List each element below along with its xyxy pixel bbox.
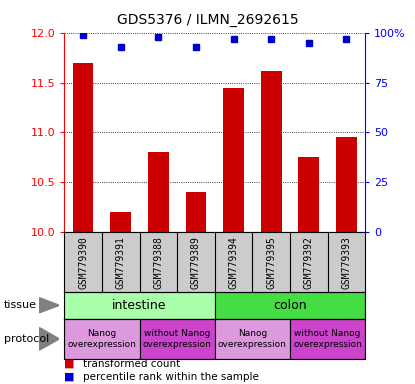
Text: colon: colon (273, 299, 307, 312)
Text: without Nanog
overexpression: without Nanog overexpression (143, 329, 212, 349)
Bar (261, 71, 281, 232)
Text: percentile rank within the sample: percentile rank within the sample (83, 372, 259, 382)
Text: protocol: protocol (4, 334, 49, 344)
Bar (290, 319, 365, 359)
Polygon shape (39, 298, 59, 313)
Text: tissue: tissue (4, 300, 37, 310)
Text: GSM779394: GSM779394 (229, 236, 239, 288)
Text: GSM779392: GSM779392 (304, 236, 314, 288)
Bar (215, 319, 290, 359)
Bar (64, 319, 139, 359)
Bar (110, 212, 131, 232)
Text: GSM779393: GSM779393 (342, 236, 352, 288)
Text: GSM779388: GSM779388 (154, 236, 164, 288)
Bar (139, 319, 215, 359)
Text: ■: ■ (64, 372, 75, 382)
Text: GSM779391: GSM779391 (116, 236, 126, 288)
Bar (148, 152, 168, 232)
Bar (298, 157, 319, 232)
Text: ■: ■ (64, 359, 75, 369)
Text: GDS5376 / ILMN_2692615: GDS5376 / ILMN_2692615 (117, 13, 298, 27)
Text: transformed count: transformed count (83, 359, 180, 369)
Text: GSM779395: GSM779395 (266, 236, 276, 288)
Text: Nanog
overexpression: Nanog overexpression (68, 329, 137, 349)
Bar (186, 192, 206, 232)
Bar (64, 292, 215, 319)
Text: intestine: intestine (112, 299, 167, 312)
Text: without Nanog
overexpression: without Nanog overexpression (293, 329, 362, 349)
Text: GSM779390: GSM779390 (78, 236, 88, 288)
Bar (73, 63, 93, 232)
Bar (215, 292, 365, 319)
Bar (336, 137, 357, 232)
Polygon shape (39, 328, 59, 350)
Text: Nanog
overexpression: Nanog overexpression (218, 329, 287, 349)
Bar (223, 88, 244, 232)
Text: GSM779389: GSM779389 (191, 236, 201, 288)
